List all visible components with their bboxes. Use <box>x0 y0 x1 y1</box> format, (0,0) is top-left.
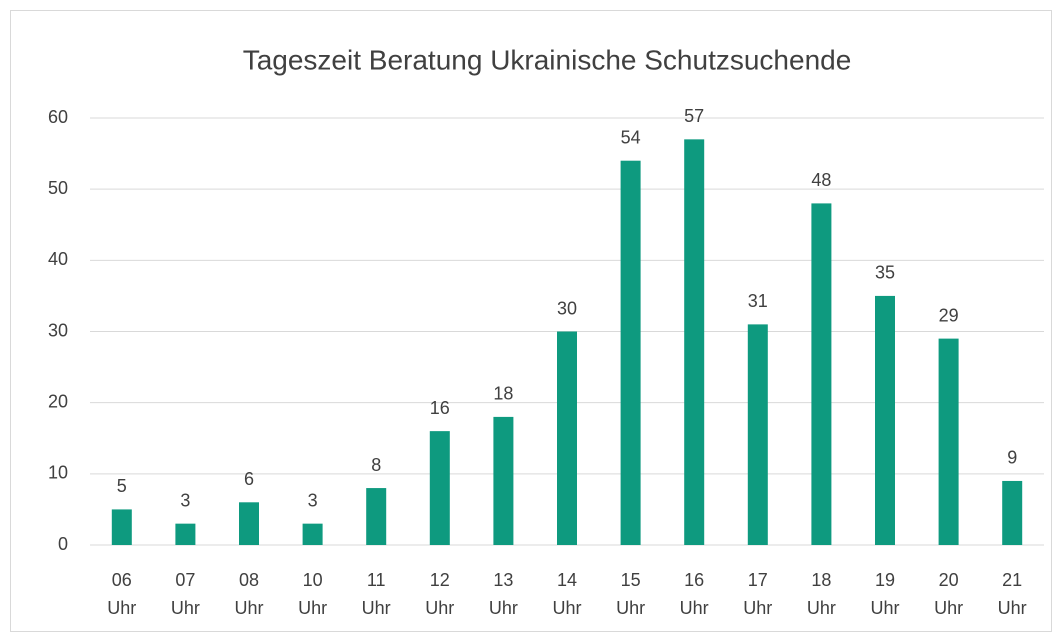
value-label: 9 <box>1007 448 1017 468</box>
chart-frame <box>10 10 1052 632</box>
value-label: 35 <box>875 263 895 283</box>
y-tick-label: 60 <box>48 107 68 127</box>
x-tick-label: 21 Uhr <box>997 570 1027 618</box>
x-tick-label: 14 Uhr <box>552 570 582 618</box>
x-tick-label: 07 Uhr <box>170 570 200 618</box>
value-label: 31 <box>748 291 768 311</box>
bar <box>493 416 514 545</box>
x-tick-label: 17 Uhr <box>743 570 773 618</box>
bar <box>684 139 705 545</box>
x-tick-label: 16 Uhr <box>679 570 709 618</box>
value-label: 5 <box>117 476 127 496</box>
bar <box>366 488 387 545</box>
bar <box>811 203 832 545</box>
value-label: 6 <box>244 469 254 489</box>
x-tick-label: 13 Uhr <box>488 570 518 618</box>
bar <box>557 331 577 545</box>
value-label: 8 <box>371 455 381 475</box>
bar <box>875 295 895 545</box>
x-tick-label: 08 Uhr <box>234 570 264 618</box>
y-tick-label: 10 <box>48 463 68 483</box>
x-tick-label: 15 Uhr <box>616 570 646 618</box>
bar <box>175 523 196 545</box>
value-label: 18 <box>493 384 513 404</box>
value-label: 29 <box>939 305 959 325</box>
x-tick-label: 11 Uhr <box>361 570 391 618</box>
y-tick-label: 40 <box>48 249 68 269</box>
bar <box>302 523 323 545</box>
bar <box>1002 480 1023 545</box>
chart-title: Tageszeit Beratung Ukrainische Schutzsuc… <box>243 44 852 75</box>
value-label: 54 <box>621 127 641 147</box>
y-tick-label: 20 <box>48 391 68 411</box>
bar <box>747 324 768 545</box>
y-tick-label: 0 <box>58 534 68 554</box>
value-label: 30 <box>557 298 577 318</box>
x-tick-label: 19 Uhr <box>870 570 900 618</box>
bar <box>938 338 959 545</box>
x-tick-label: 20 Uhr <box>934 570 964 618</box>
bar <box>620 160 641 545</box>
x-tick-label: 18 Uhr <box>806 570 836 618</box>
x-tick-label: 12 Uhr <box>425 570 455 618</box>
bar <box>429 431 450 545</box>
value-label: 3 <box>180 490 190 510</box>
value-label: 48 <box>811 170 831 190</box>
y-tick-label: 50 <box>48 178 68 198</box>
value-label: 3 <box>308 490 318 510</box>
x-tick-label: 10 Uhr <box>298 570 328 618</box>
value-label: 16 <box>430 398 450 418</box>
bar <box>111 509 132 545</box>
value-label: 57 <box>684 106 704 126</box>
bar <box>239 502 259 545</box>
x-tick-label: 06 Uhr <box>107 570 137 618</box>
y-tick-label: 30 <box>48 320 68 340</box>
